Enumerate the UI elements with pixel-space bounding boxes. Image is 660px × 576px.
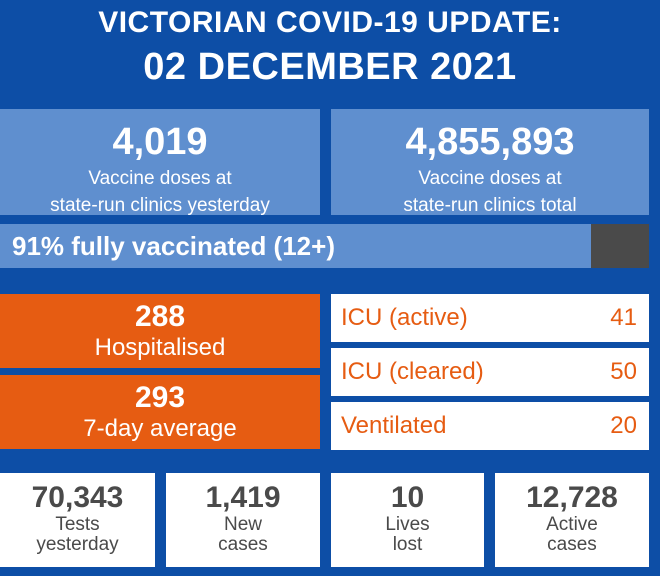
fully-vaccinated-progress-bar: 91% fully vaccinated (12+) [0,224,649,268]
seven-day-average-value: 293 [134,381,186,414]
stat-lives-lost-label-1: Lives [385,514,430,535]
stat-active-cases-label-1: Active [546,514,598,535]
icu-cleared-label: ICU (cleared) [341,358,484,385]
stat-active-cases: 12,728 Active cases [495,473,649,567]
vaccine-doses-yesterday-card: 4,019 Vaccine doses at state-run clinics… [0,109,320,216]
stat-lives-lost-value: 10 [390,481,425,514]
stat-new-cases-label-1: New [223,514,262,535]
vaccine-doses-yesterday-label-1: Vaccine doses at [88,168,232,189]
vaccine-doses-total-label-2: state-run clinics total [403,195,577,216]
header-date: 02 DECEMBER 2021 [143,46,517,88]
hospitalised-value: 288 [134,300,186,333]
stat-new-cases: 1,419 New cases [166,473,320,567]
ventilated-value: 20 [610,412,637,439]
stat-new-cases-label-2: cases [218,534,268,555]
stat-tests-label-1: Tests [55,514,100,535]
icu-cleared-row: ICU (cleared) 50 [331,348,649,396]
fully-vaccinated-fill [0,224,591,268]
icu-active-label: ICU (active) [341,304,468,331]
stat-tests-label-2: yesterday [36,534,119,555]
seven-day-average-card: 293 7-day average [0,375,320,449]
fully-vaccinated-remaining [590,224,649,268]
stat-new-cases-value: 1,419 [205,481,281,514]
stat-active-cases-label-2: cases [547,534,597,555]
stat-active-cases-value: 12,728 [526,481,618,514]
stat-tests-value: 70,343 [31,481,124,514]
icu-cleared-value: 50 [610,358,637,385]
stat-lives-lost-label-2: lost [392,534,423,555]
icu-active-row: ICU (active) 41 [331,294,649,342]
vaccine-doses-total-card: 4,855,893 Vaccine doses at state-run cli… [331,109,649,216]
icu-active-value: 41 [610,304,637,331]
stat-lives-lost: 10 Lives lost [331,473,484,567]
seven-day-average-label: 7-day average [83,415,237,442]
vaccine-doses-yesterday-label-2: state-run clinics yesterday [50,195,270,216]
vaccine-doses-total-value: 4,855,893 [405,121,575,163]
vaccine-doses-total-label-1: Vaccine doses at [418,168,562,189]
hospitalised-card: 288 Hospitalised [0,294,320,368]
header-title-line1: VICTORIAN COVID-19 UPDATE: [98,6,562,39]
ventilated-row: Ventilated 20 [331,402,649,450]
hospitalised-label: Hospitalised [94,334,226,361]
vaccine-doses-yesterday-value: 4,019 [112,121,208,163]
ventilated-label: Ventilated [341,412,447,439]
stat-tests-yesterday: 70,343 Tests yesterday [0,473,155,567]
fully-vaccinated-text: 91% fully vaccinated (12+) [12,231,335,261]
